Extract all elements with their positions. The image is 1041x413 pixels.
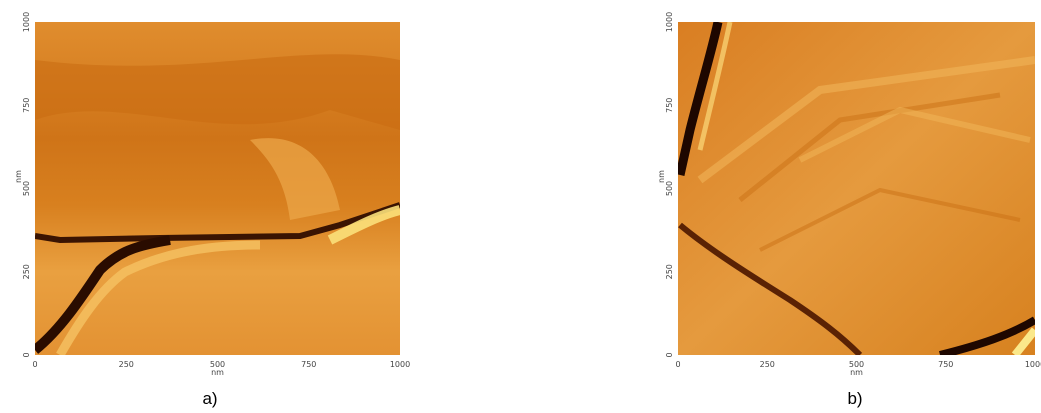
x-axis-label: nm (211, 368, 224, 377)
x-tick-label: 0 (32, 360, 37, 369)
x-tick-label: 750 (301, 360, 316, 369)
y-tick-label: 750 (665, 98, 674, 113)
y-tick-label: 0 (22, 352, 31, 357)
x-tick-label: 250 (760, 360, 775, 369)
x-tick-label: 1000 (390, 360, 410, 369)
x-tick-label: 750 (938, 360, 953, 369)
afm-image-b (678, 22, 1035, 355)
y-tick-label: 0 (665, 352, 674, 357)
page: {"panels": [ {"caption": "a)", "x_axis":… (0, 0, 1041, 413)
y-tick-label: 250 (22, 264, 31, 279)
y-tick-label: 750 (22, 98, 31, 113)
y-tick-label: 500 (22, 181, 31, 196)
y-tick-label: 1000 (665, 12, 674, 32)
panel-caption: b) (847, 389, 862, 408)
afm-image-a (35, 22, 400, 355)
x-tick-label: 0 (675, 360, 680, 369)
y-tick-label: 500 (665, 181, 674, 196)
y-axis-label: nm (657, 170, 666, 183)
panel-caption: a) (202, 389, 217, 408)
figure: 02505007501000nm02505007501000nma)025050… (0, 0, 1041, 413)
x-tick-label: 1000 (1025, 360, 1041, 369)
y-tick-label: 1000 (22, 12, 31, 32)
x-axis-label: nm (850, 368, 863, 377)
y-axis-label: nm (14, 170, 23, 183)
y-tick-label: 250 (665, 264, 674, 279)
x-tick-label: 250 (119, 360, 134, 369)
